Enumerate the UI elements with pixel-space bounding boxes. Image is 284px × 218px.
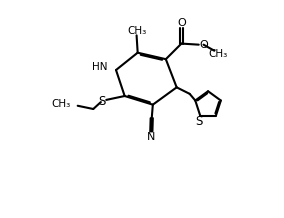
Text: HN: HN <box>92 62 108 72</box>
Text: O: O <box>199 40 208 50</box>
Text: N: N <box>147 132 156 142</box>
Text: CH₃: CH₃ <box>208 49 227 59</box>
Text: O: O <box>177 18 186 27</box>
Text: CH₃: CH₃ <box>127 26 146 36</box>
Text: S: S <box>98 95 105 108</box>
Text: S: S <box>195 115 203 128</box>
Text: CH₃: CH₃ <box>51 99 71 109</box>
